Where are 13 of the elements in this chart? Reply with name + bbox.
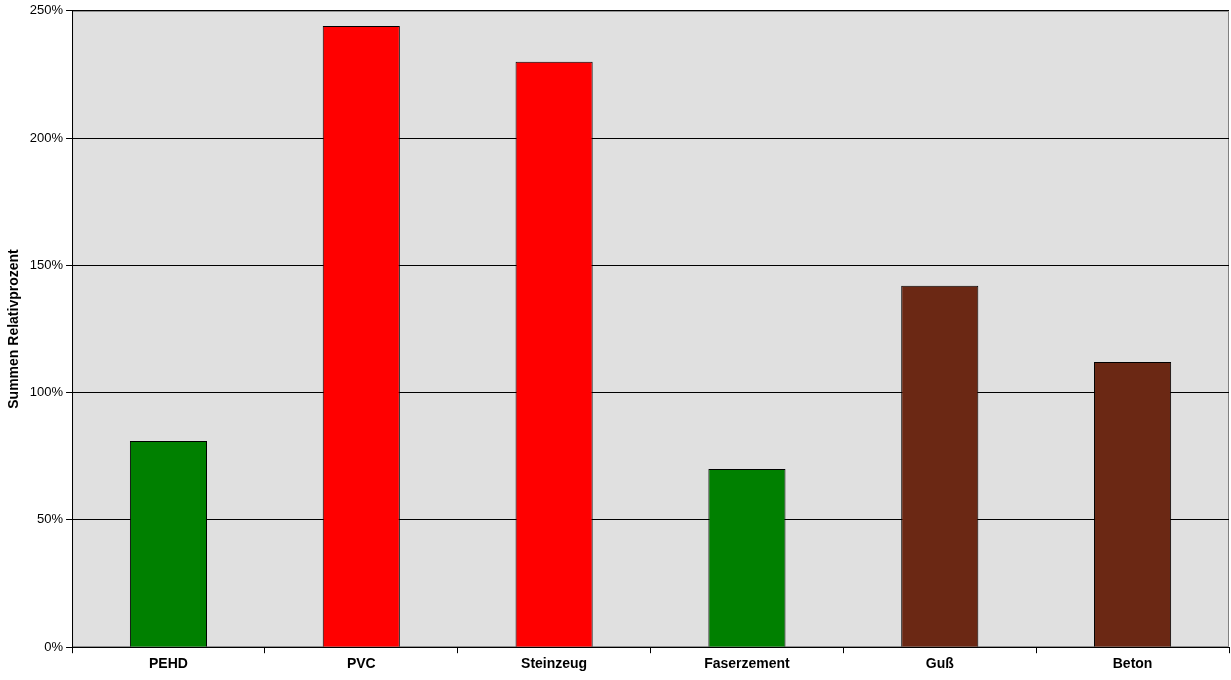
x-tick-label: Steinzeug <box>521 655 588 672</box>
y-tick-label: 100% <box>29 384 64 400</box>
y-tick-label: 0% <box>44 638 64 654</box>
y-tick-label: 200% <box>29 129 64 145</box>
y-tick-label: 50% <box>37 511 64 527</box>
x-tick-label: PEHD <box>149 655 188 672</box>
x-tick-label: Guß <box>925 655 955 672</box>
x-tick-label: Beton <box>1112 655 1153 672</box>
y-tick-label: 150% <box>29 256 64 272</box>
y-tick-label: 250% <box>29 2 64 18</box>
x-tick-label: Faserzement <box>704 655 791 672</box>
y-axis-title: Summen Relativprozent <box>5 248 22 409</box>
x-tick-label: PVC <box>346 655 376 672</box>
